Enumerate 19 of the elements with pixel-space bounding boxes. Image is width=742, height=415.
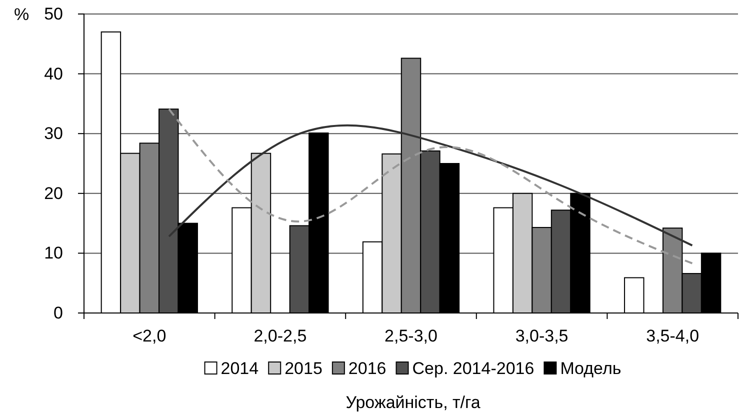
line-series [168, 108, 694, 264]
y-tick-label: 50 [44, 4, 63, 24]
legend-label: Модель [560, 359, 622, 378]
y-tick-label: 40 [44, 64, 63, 84]
x-tick-label: <2,0 [132, 326, 166, 346]
y-axis-title: % [14, 5, 30, 24]
legend-label: 2014 [220, 359, 259, 378]
legend-label: 2016 [348, 359, 386, 378]
x-tick-label: 3,5-4,0 [646, 326, 700, 346]
x-tick-label: 2,5-3,0 [384, 326, 438, 346]
legend-label: 2015 [284, 359, 322, 378]
y-tick-label: 10 [44, 244, 63, 263]
x-tick-label: 2,0-2,5 [254, 326, 307, 346]
x-tick-label: 3,0-3,5 [515, 326, 568, 346]
x-axis-title: Урожайність, т/га [346, 393, 481, 412]
legend-label: Сер. 2014-2016 [412, 359, 534, 378]
y-tick-label: 30 [44, 124, 63, 144]
y-tick-label: 0 [54, 303, 63, 322]
y-tick-label: 20 [44, 184, 63, 203]
